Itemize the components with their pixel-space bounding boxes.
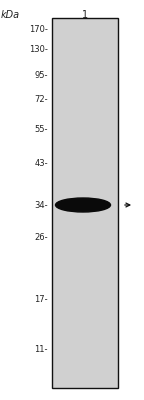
- Text: 72-: 72-: [34, 96, 48, 104]
- Text: 11-: 11-: [35, 346, 48, 354]
- Text: 170-: 170-: [29, 26, 48, 34]
- Text: 55-: 55-: [35, 126, 48, 134]
- Text: kDa: kDa: [0, 10, 20, 20]
- Text: 1: 1: [82, 10, 88, 20]
- Text: 26-: 26-: [34, 234, 48, 242]
- Ellipse shape: [55, 198, 110, 212]
- Text: 130-: 130-: [29, 46, 48, 54]
- Bar: [52, 18, 118, 388]
- Text: 95-: 95-: [35, 70, 48, 80]
- Text: 43-: 43-: [34, 158, 48, 168]
- Text: 17-: 17-: [34, 296, 48, 304]
- Text: 34-: 34-: [34, 200, 48, 210]
